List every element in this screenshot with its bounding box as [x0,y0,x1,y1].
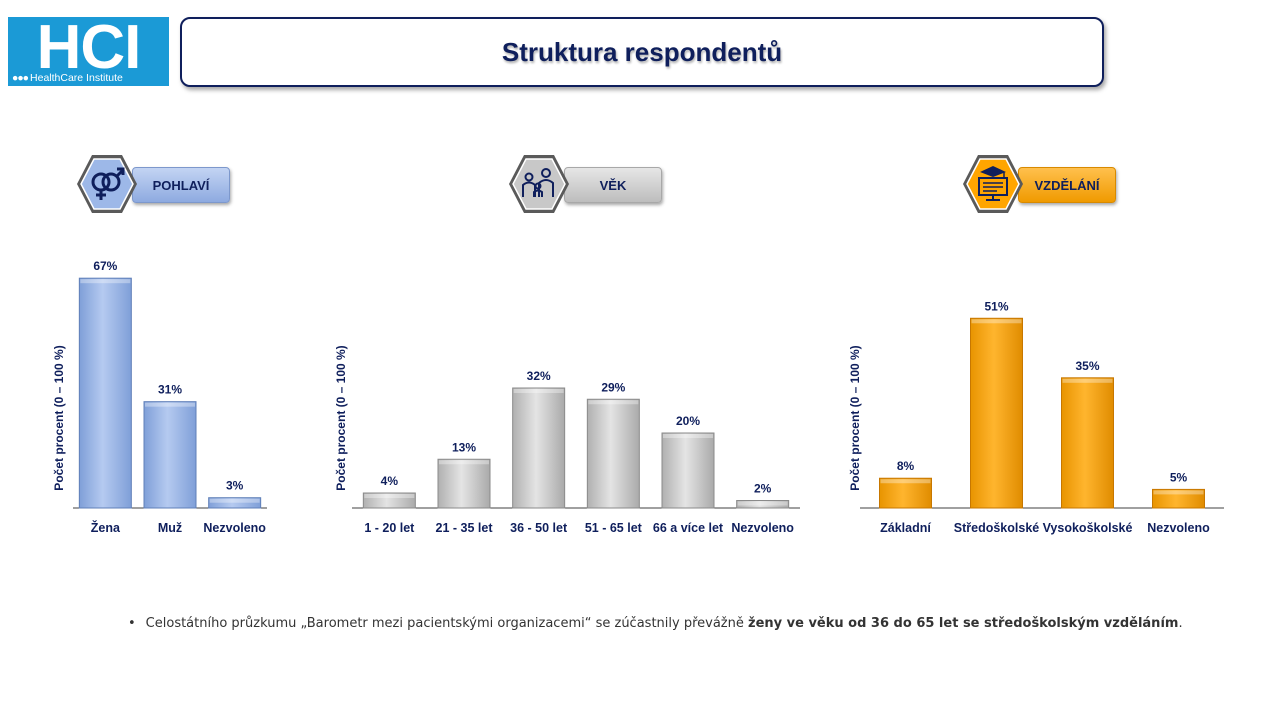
badge-label-vzdelani: VZDĚLÁNÍ [1034,177,1100,193]
logo-dots: ●●● [12,72,29,84]
bar-0-2 [208,497,262,509]
bar-1-4 [661,432,715,509]
footnote-text: Celostátního průzkumu „Barometr mezi pac… [145,616,748,631]
category-label-1-0: 1 - 20 let [364,521,415,535]
category-label-0-2: Nezvoleno [203,521,266,535]
y-axis-label-1: Počet procent (0 – 100 %) [334,345,348,490]
title-banner: Struktura respondentů [180,17,1104,87]
data-label-1-0: 4% [381,474,399,488]
data-label-1-2: 32% [527,369,551,383]
bar-1-0 [362,492,416,509]
data-label-2-0: 8% [897,459,915,473]
footnote-bold: ženy ve věku od 36 do 65 let se středošk… [748,616,1179,631]
data-label-2-3: 5% [1170,470,1188,484]
bar-2-2 [1061,377,1114,509]
footnote-end: . [1178,616,1183,631]
y-axis-label-2: Počet procent (0 – 100 %) [848,345,862,490]
bar-highlight-0-0 [80,279,131,284]
category-label-2-3: Nezvoleno [1147,521,1210,535]
bar-highlight-2-3 [1153,490,1204,495]
bar-highlight-0-2 [209,498,260,503]
category-label-2-2: Vysokoškolské [1043,521,1133,535]
logo-subtitle-text: HealthCare Institute [30,72,123,84]
badge-label-vek: VĚK [599,177,627,193]
badge-label-pohlavi: POHLAVÍ [152,177,210,193]
data-label-2-1: 51% [984,299,1008,313]
bar-highlight-2-1 [971,319,1022,324]
category-label-1-4: 66 a více let [653,521,724,535]
category-label-1-5: Nezvoleno [731,521,794,535]
bar-2-1 [970,317,1023,509]
bar-1-3 [586,398,640,509]
category-label-1-2: 36 - 50 let [510,521,568,535]
category-label-1-3: 51 - 65 let [585,521,643,535]
bar-2-0 [879,477,932,509]
data-label-1-5: 2% [754,482,772,496]
family-people-icon [509,155,569,213]
bar-highlight-1-1 [439,460,489,465]
badge-vek: VĚK [508,153,668,215]
graduation-cap-computer-icon [963,155,1023,213]
category-label-0-0: Žena [91,520,121,535]
data-label-1-4: 20% [676,414,700,428]
data-label-1-3: 29% [601,380,625,394]
bar-2-3 [1152,488,1205,509]
data-label-0-2: 3% [226,479,244,493]
badge-tab-vzdelani: VZDĚLÁNÍ [1018,167,1116,203]
bar-1-1 [437,458,491,509]
logo-subtitle: ●●● HealthCare Institute [12,72,123,84]
hci-logo: HCI ●●● HealthCare Institute [8,17,169,86]
bar-0-1 [143,401,197,509]
data-label-1-1: 13% [452,440,476,454]
bar-highlight-1-0 [364,494,415,498]
badge-tab-pohlavi: POHLAVÍ [132,167,230,203]
badge-vzdelani: VZDĚLÁNÍ [962,153,1122,215]
y-axis-label-0: Počet procent (0 – 100 %) [52,345,66,490]
bar-highlight-1-5 [737,501,788,506]
gender-symbols-icon [77,155,137,213]
category-label-2-1: Středoškolské [954,521,1040,535]
footnote-bullet: • [128,616,136,631]
bar-1-5 [736,500,790,509]
page-title: Struktura respondentů [501,36,783,67]
category-label-1-1: 21 - 35 let [436,521,494,535]
bar-highlight-1-3 [588,400,639,405]
data-label-0-0: 67% [93,259,117,273]
data-label-0-1: 31% [158,383,182,397]
badge-pohlavi: POHLAVÍ [76,153,236,215]
logo-letters: HCI [36,17,142,82]
data-label-2-2: 35% [1075,359,1099,373]
category-label-2-0: Základní [880,521,931,535]
bar-highlight-2-0 [880,479,931,484]
footnote: • Celostátního průzkumu „Barometr mezi pa… [128,616,1183,631]
bar-highlight-1-2 [513,389,564,393]
bar-highlight-1-4 [663,434,713,438]
category-label-0-1: Muž [158,521,182,535]
bar-0-0 [78,277,132,509]
bar-highlight-0-1 [145,402,195,407]
bar-1-2 [512,387,566,509]
bar-highlight-2-2 [1062,378,1113,383]
